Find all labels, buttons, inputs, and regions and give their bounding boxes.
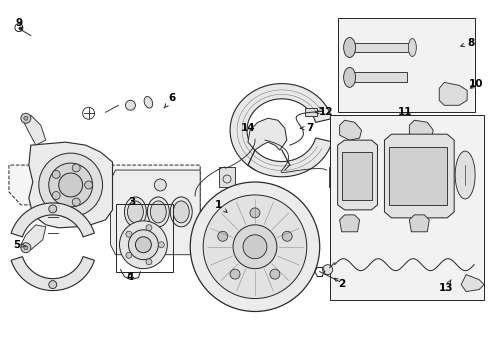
Circle shape — [146, 225, 152, 231]
Circle shape — [72, 164, 80, 172]
Circle shape — [39, 153, 102, 217]
Circle shape — [52, 170, 60, 179]
Polygon shape — [409, 120, 433, 140]
Polygon shape — [230, 84, 332, 177]
Polygon shape — [385, 134, 454, 218]
Polygon shape — [11, 203, 95, 237]
Circle shape — [19, 27, 23, 31]
Circle shape — [135, 237, 151, 253]
Text: 10: 10 — [469, 79, 483, 89]
Ellipse shape — [124, 197, 147, 227]
Polygon shape — [338, 140, 377, 210]
Circle shape — [49, 205, 57, 213]
Circle shape — [21, 113, 31, 123]
Polygon shape — [29, 142, 113, 228]
Ellipse shape — [343, 37, 356, 58]
Circle shape — [203, 195, 307, 298]
Circle shape — [125, 100, 135, 110]
Circle shape — [233, 225, 277, 269]
Circle shape — [154, 179, 166, 191]
Text: 5: 5 — [13, 240, 26, 250]
Polygon shape — [461, 275, 484, 292]
Circle shape — [24, 116, 28, 120]
Text: 13: 13 — [439, 280, 453, 293]
Circle shape — [158, 242, 164, 248]
Ellipse shape — [343, 67, 356, 87]
Ellipse shape — [173, 201, 189, 223]
Text: 2: 2 — [335, 278, 345, 289]
Circle shape — [120, 221, 167, 269]
Bar — [305, 108, 317, 116]
Circle shape — [218, 231, 228, 241]
Circle shape — [250, 208, 260, 218]
Text: 11: 11 — [398, 107, 413, 117]
Polygon shape — [248, 118, 287, 150]
Bar — [342, 152, 371, 200]
Ellipse shape — [455, 151, 475, 199]
Circle shape — [243, 235, 267, 259]
Polygon shape — [11, 257, 95, 291]
Polygon shape — [340, 120, 362, 140]
Polygon shape — [21, 225, 46, 250]
Ellipse shape — [408, 39, 416, 57]
Bar — [116, 204, 173, 272]
Circle shape — [230, 269, 240, 279]
Circle shape — [49, 163, 93, 207]
Circle shape — [146, 259, 152, 265]
Ellipse shape — [147, 197, 169, 227]
Circle shape — [52, 192, 60, 199]
Bar — [219, 167, 235, 187]
Circle shape — [49, 280, 57, 289]
Circle shape — [323, 265, 333, 275]
Circle shape — [126, 231, 132, 237]
Text: 7: 7 — [300, 123, 314, 133]
Text: 3: 3 — [129, 197, 136, 207]
Text: 1: 1 — [215, 200, 227, 212]
Ellipse shape — [127, 201, 144, 223]
Bar — [338, 18, 475, 112]
Polygon shape — [340, 215, 360, 232]
Text: 12: 12 — [316, 107, 333, 117]
Circle shape — [72, 198, 80, 206]
Text: 4: 4 — [127, 272, 134, 282]
Circle shape — [59, 173, 83, 197]
Ellipse shape — [150, 201, 166, 223]
Circle shape — [85, 181, 93, 189]
Polygon shape — [347, 72, 407, 82]
Polygon shape — [23, 115, 46, 145]
Text: 14: 14 — [241, 123, 255, 133]
Circle shape — [21, 243, 31, 253]
Circle shape — [128, 230, 158, 260]
Bar — [330, 115, 484, 300]
Bar — [390, 147, 447, 205]
Polygon shape — [9, 165, 200, 263]
Circle shape — [270, 269, 280, 279]
Polygon shape — [409, 215, 429, 232]
Circle shape — [282, 231, 292, 241]
Bar — [329, 167, 344, 187]
Circle shape — [24, 246, 28, 250]
Polygon shape — [111, 170, 200, 255]
Text: 9: 9 — [15, 18, 23, 30]
Text: 6: 6 — [164, 93, 176, 108]
Polygon shape — [439, 82, 467, 105]
Circle shape — [126, 252, 132, 258]
Circle shape — [190, 182, 319, 311]
Ellipse shape — [144, 96, 153, 108]
Polygon shape — [347, 42, 415, 53]
Ellipse shape — [171, 197, 192, 227]
Text: 8: 8 — [461, 37, 475, 48]
